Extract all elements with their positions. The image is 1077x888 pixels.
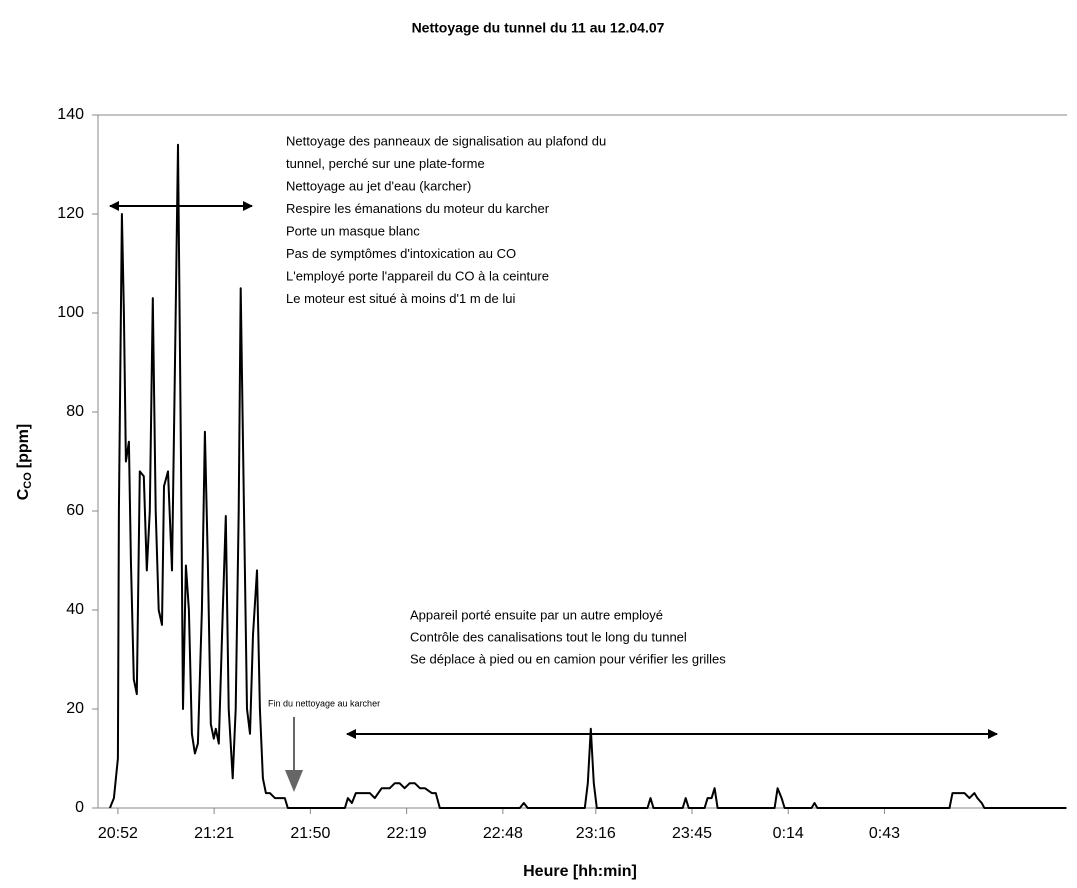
x-tick-label: 22:19	[387, 825, 427, 842]
annotation-line: Appareil porté ensuite par un autre empl…	[410, 607, 663, 622]
y-tick-label: 100	[57, 304, 84, 321]
x-tick-label: 0:43	[869, 825, 900, 842]
annotation-line: L'employé porte l'appareil du CO à la ce…	[286, 268, 549, 283]
y-tick-label: 80	[66, 403, 84, 420]
annotation-line: Le moteur est situé à moins d'1 m de lui	[286, 291, 515, 306]
x-tick-label: 22:48	[483, 825, 523, 842]
chart-title: Nettoyage du tunnel du 11 au 12.04.07	[412, 20, 665, 36]
x-tick-label: 21:50	[290, 825, 330, 842]
x-tick-label: 21:21	[194, 825, 234, 842]
y-axis-label: CCO [ppm]	[15, 424, 34, 501]
y-tick-label: 40	[66, 601, 84, 618]
annotation-line: Porte un masque blanc	[286, 223, 420, 238]
annotation-line: Se déplace à pied ou en camion pour véri…	[410, 651, 726, 666]
x-tick-label: 23:45	[672, 825, 712, 842]
x-tick-label: 23:16	[576, 825, 616, 842]
y-tick-label: 60	[66, 502, 84, 519]
y-label-main: C	[15, 488, 32, 500]
y-label-unit: [ppm]	[15, 424, 32, 468]
pointer-arrow-head	[285, 770, 303, 792]
y-tick-label: 0	[75, 799, 84, 816]
x-tick-label: 20:52	[98, 825, 138, 842]
data-line	[108, 143, 1067, 809]
annotation-line: Pas de symptômes d'intoxication au CO	[286, 246, 516, 261]
x-tick-label: 0:14	[773, 825, 804, 842]
annotation-line: Respire les émanations du moteur du karc…	[286, 201, 550, 216]
y-tick-label: 20	[66, 700, 84, 717]
y-label-sub: CO	[22, 472, 34, 489]
annotation-line: Nettoyage au jet d'eau (karcher)	[286, 178, 471, 193]
y-tick-label: 140	[57, 106, 84, 123]
annotation-line: Contrôle des canalisations tout le long …	[410, 629, 687, 644]
annotation-line: tunnel, perché sur une plate-forme	[286, 156, 485, 171]
y-tick-label: 120	[57, 205, 84, 222]
annotation-line: Fin du nettoyage au karcher	[268, 698, 380, 708]
annotation-line: Nettoyage des panneaux de signalisation …	[286, 133, 606, 148]
x-axis-label: Heure [hh:min]	[523, 863, 637, 880]
